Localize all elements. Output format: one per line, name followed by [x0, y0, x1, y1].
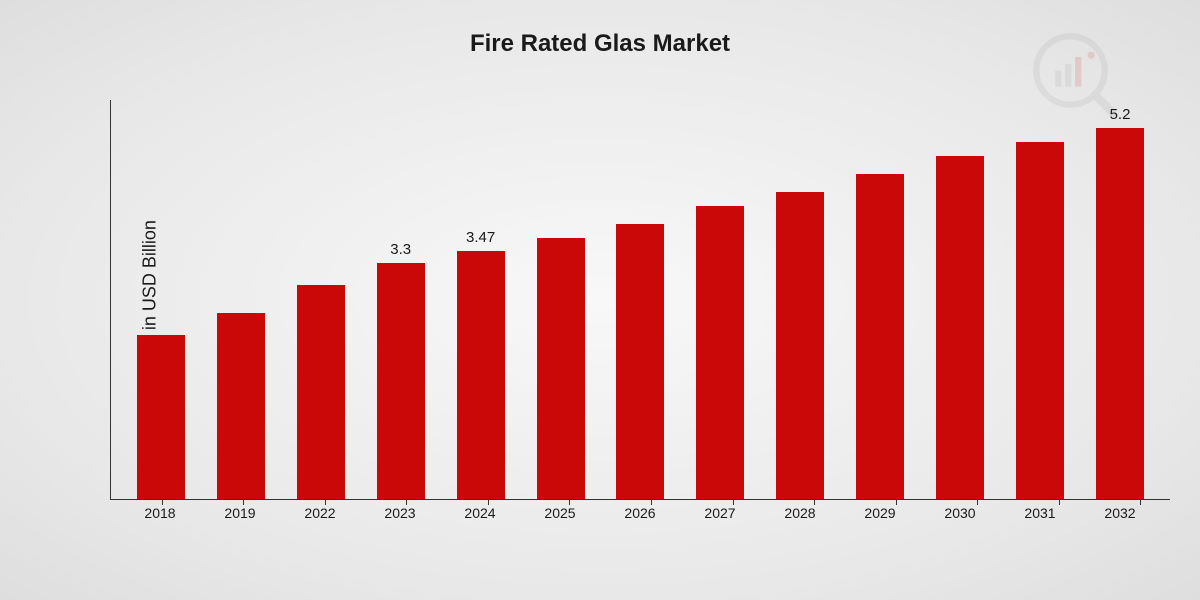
bar-slot	[680, 100, 760, 499]
bar	[377, 263, 425, 499]
bar	[457, 251, 505, 499]
x-axis-category: 2024	[440, 505, 520, 521]
chart-title: Fire Rated Glas Market	[0, 0, 1200, 58]
bar-slot	[201, 100, 281, 499]
bar	[217, 313, 265, 499]
bar	[1016, 142, 1064, 499]
bar-slot	[1000, 100, 1080, 499]
bar	[137, 335, 185, 499]
plot-area: 3.3 3.47 5.2	[110, 100, 1170, 500]
x-axis-category: 2018	[120, 505, 200, 521]
bar-slot	[920, 100, 1000, 499]
x-axis-category: 2022	[280, 505, 360, 521]
x-axis-category: 2029	[840, 505, 920, 521]
bar-value-label: 3.3	[390, 241, 411, 259]
bar	[856, 174, 904, 499]
bar-slot	[521, 100, 601, 499]
bar-slot	[281, 100, 361, 499]
x-axis-labels: 2018201920222023202420252026202720282029…	[110, 505, 1170, 521]
bar-slot: 5.2	[1080, 100, 1160, 499]
x-axis-category: 2031	[1000, 505, 1080, 521]
x-axis-category: 2027	[680, 505, 760, 521]
bar-slot	[121, 100, 201, 499]
bars-container: 3.3 3.47 5.2	[111, 100, 1170, 499]
x-axis-category: 2030	[920, 505, 1000, 521]
bar	[537, 238, 585, 499]
bar-slot: 3.47	[441, 100, 521, 499]
x-axis-category: 2032	[1080, 505, 1160, 521]
bar	[776, 192, 824, 499]
bar-value-label: 3.47	[466, 229, 495, 247]
x-axis-category: 2025	[520, 505, 600, 521]
bar	[616, 224, 664, 499]
bar-slot	[601, 100, 681, 499]
bar-slot: 3.3	[361, 100, 441, 499]
x-axis-category: 2023	[360, 505, 440, 521]
bar-value-label: 5.2	[1110, 106, 1131, 124]
bar	[297, 285, 345, 499]
bar	[1096, 128, 1144, 499]
bar-slot	[760, 100, 840, 499]
x-axis-category: 2026	[600, 505, 680, 521]
chart-area: Market Value in USD Billion 3.33.475.2 2…	[90, 100, 1170, 560]
bar	[936, 156, 984, 499]
x-axis-category: 2019	[200, 505, 280, 521]
x-axis-category: 2028	[760, 505, 840, 521]
bar-slot	[840, 100, 920, 499]
bar	[696, 206, 744, 499]
